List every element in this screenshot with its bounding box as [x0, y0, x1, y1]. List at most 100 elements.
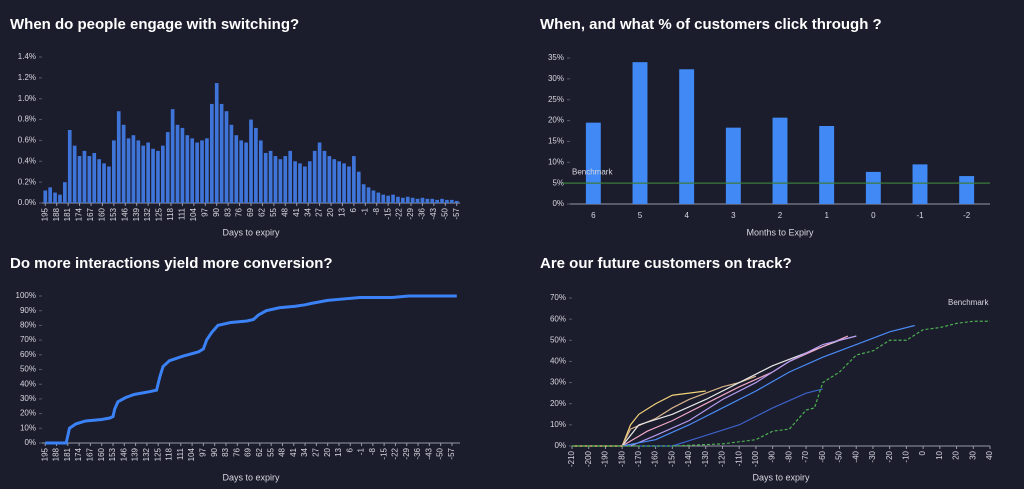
- y-tick-label: 0.6%: [18, 136, 36, 145]
- x-tick-label: -43: [429, 207, 438, 219]
- x-tick-label: -180: [617, 450, 626, 467]
- bar: [440, 198, 444, 203]
- bar: [165, 132, 170, 203]
- x-tick-label: -50: [835, 450, 844, 462]
- bar: [322, 150, 327, 203]
- bar: [190, 138, 195, 203]
- x-tick-label: 167: [86, 207, 95, 221]
- x-tick-label: 30: [968, 450, 977, 459]
- bar: [67, 130, 72, 203]
- x-tick-label: -30: [868, 450, 877, 462]
- x-tick-label: -140: [684, 450, 693, 467]
- bar: [156, 150, 160, 203]
- y-tick-label: 20%: [548, 116, 564, 125]
- bar: [772, 117, 788, 204]
- x-tick-label: 48: [280, 207, 289, 216]
- bar: [258, 140, 263, 203]
- bar: [268, 150, 273, 203]
- x-tick-label: -50: [440, 207, 449, 219]
- bar: [219, 103, 224, 203]
- x-tick-label: -1: [916, 211, 924, 220]
- bar: [366, 187, 371, 203]
- x-tick-label: 188: [52, 447, 61, 461]
- bar: [214, 83, 219, 203]
- bar: [632, 62, 648, 204]
- bar: [141, 145, 146, 203]
- y-tick-label: 0.0%: [18, 198, 36, 207]
- bar: [312, 150, 317, 203]
- x-tick-label: 146: [120, 207, 129, 221]
- x-tick-label: -29: [402, 447, 411, 459]
- bar: [376, 192, 381, 203]
- x-tick-label: 13: [334, 447, 343, 456]
- x-tick-label: -50: [436, 447, 445, 459]
- bar: [126, 138, 131, 203]
- bar: [401, 197, 405, 203]
- x-tick-label: -150: [667, 450, 676, 467]
- bar: [82, 150, 87, 203]
- chart-title: When do people engage with switching?: [10, 16, 299, 33]
- x-tick-label: 104: [187, 447, 196, 461]
- x-tick-label: 118: [165, 447, 174, 460]
- x-tick-label: -22: [395, 207, 404, 219]
- bar: [185, 135, 190, 203]
- chart-title: When, and what % of customers click thro…: [540, 16, 882, 33]
- x-tick-label: 153: [109, 207, 118, 221]
- x-tick-label: 83: [221, 447, 230, 456]
- bar: [234, 135, 239, 203]
- series-line: [621, 335, 849, 447]
- bar: [430, 198, 435, 203]
- bar: [959, 176, 975, 204]
- x-tick-label: 5: [638, 211, 643, 220]
- x-tick-label: -210: [567, 450, 576, 467]
- y-tick-label: 80%: [20, 321, 36, 330]
- x-tick-label: 97: [200, 207, 209, 216]
- x-tick-label: 181: [63, 447, 72, 461]
- bar: [43, 190, 48, 203]
- bar: [200, 140, 204, 203]
- x-tick-label: 118: [166, 207, 175, 220]
- x-tick-label: -120: [718, 450, 727, 467]
- series-line: [638, 388, 823, 447]
- bar: [435, 199, 439, 203]
- bar: [77, 156, 82, 203]
- y-tick-label: 1.2%: [18, 73, 36, 82]
- x-tick-label: 139: [132, 207, 141, 221]
- y-tick-label: 50%: [20, 365, 36, 374]
- x-tick-label: 195: [40, 207, 49, 221]
- bar: [209, 103, 214, 203]
- x-tick-label: -80: [784, 450, 793, 462]
- x-tick-label: 69: [246, 207, 255, 216]
- chart-title: Are our future customers on track?: [540, 255, 792, 272]
- bar: [97, 159, 101, 203]
- x-tick-label: 181: [63, 207, 72, 221]
- x-tick-label: 34: [300, 447, 309, 456]
- bar: [53, 192, 57, 203]
- bar: [121, 124, 126, 203]
- series-line: [621, 375, 757, 447]
- x-tick-label: 55: [269, 207, 278, 216]
- bar: [347, 166, 351, 203]
- bar: [342, 163, 346, 203]
- bar: [298, 163, 302, 203]
- x-tick-label: 20: [326, 207, 335, 216]
- x-tick-label: 139: [131, 447, 140, 461]
- y-tick-label: 100%: [16, 291, 36, 300]
- bar: [415, 198, 420, 203]
- y-tick-label: 10%: [550, 420, 566, 429]
- bar: [131, 135, 136, 203]
- x-tick-label: 62: [255, 447, 264, 456]
- bar: [180, 127, 185, 203]
- x-tick-label: 10: [935, 450, 944, 459]
- x-tick-label: -29: [406, 207, 415, 219]
- x-tick-label: -1: [357, 447, 366, 455]
- y-tick-label: 0%: [552, 199, 564, 208]
- y-tick-label: 70%: [20, 335, 36, 344]
- x-tick-label: 4: [684, 211, 689, 220]
- bar: [283, 156, 288, 203]
- series-line: [572, 390, 706, 447]
- x-tick-label: 6: [591, 211, 596, 220]
- x-tick-label: -36: [413, 447, 422, 459]
- bar: [361, 184, 366, 203]
- y-tick-label: 40%: [20, 379, 36, 388]
